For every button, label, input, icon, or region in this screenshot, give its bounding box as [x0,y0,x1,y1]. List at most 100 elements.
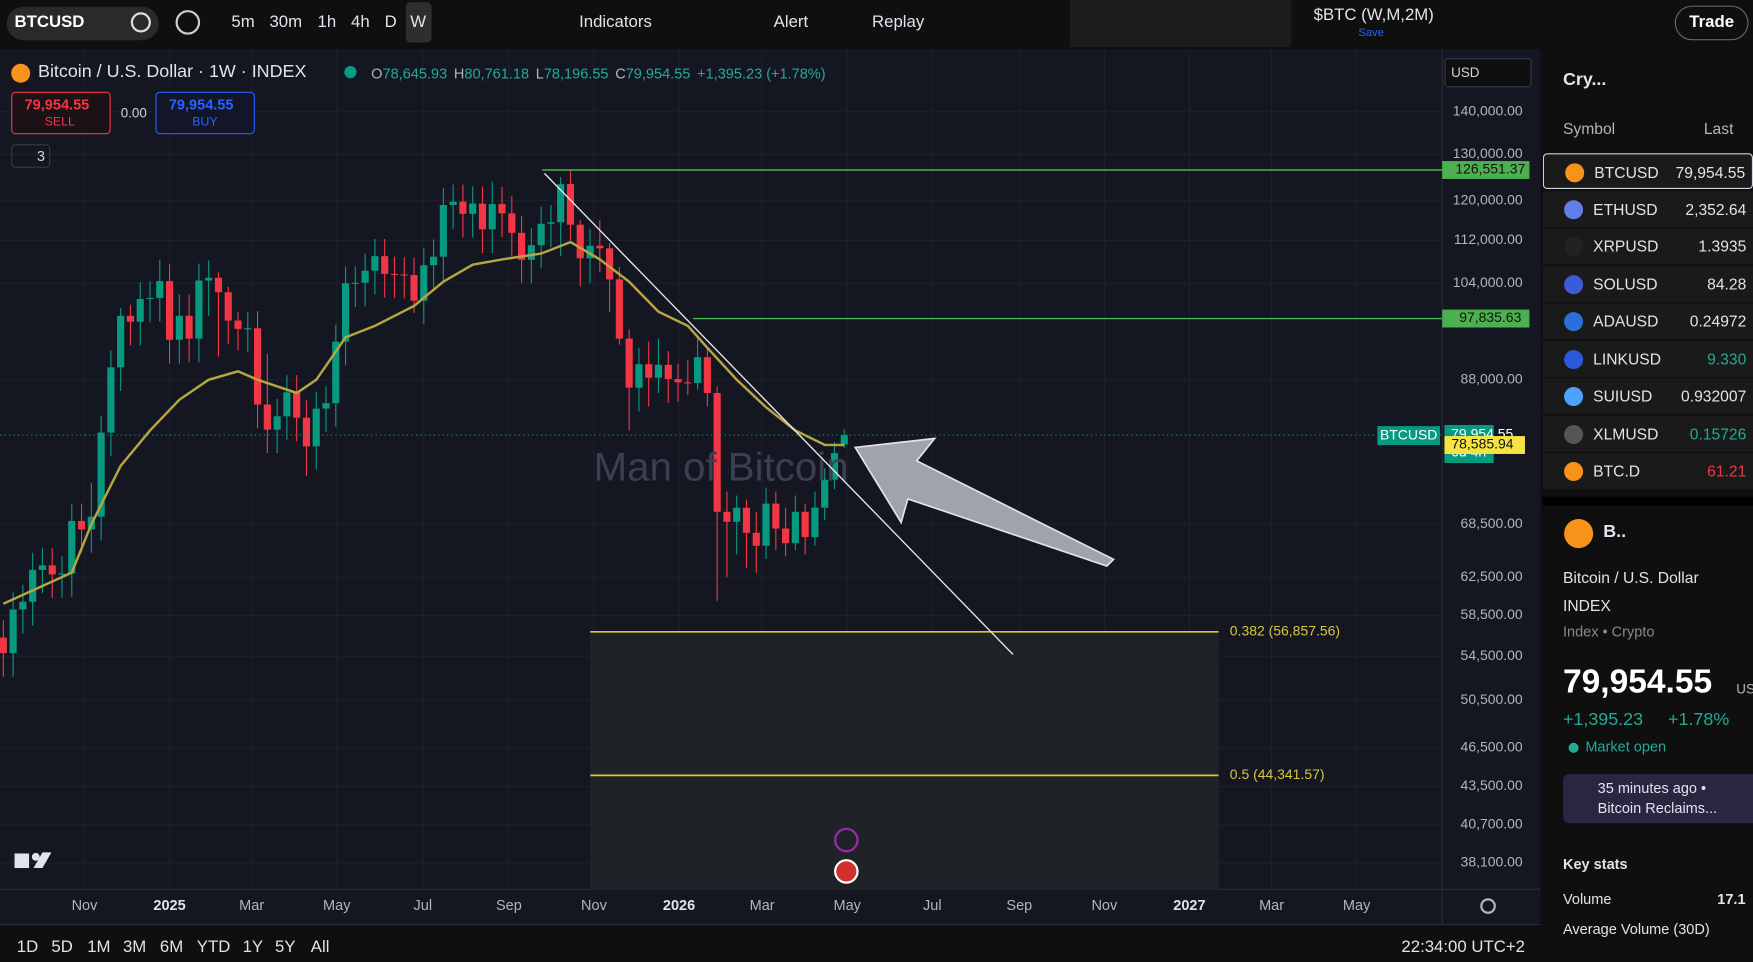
candle-body [283,392,291,417]
watchlist-symbol[interactable]: SUIUSD [1593,387,1653,405]
candle-body [498,204,506,214]
candle-body [449,201,457,206]
interval-button[interactable]: 1h [317,12,337,32]
watchlist-last[interactable]: 1.3935 [1698,237,1747,256]
watchlist-row[interactable]: BTCUSD 79,954.55 [1542,153,1753,190]
watchlist-symbol[interactable]: LINKUSD [1593,349,1661,368]
range-button[interactable]: 6M [159,937,184,957]
interval-button[interactable]: 4h [351,12,370,32]
candle-body [752,532,760,546]
range-button[interactable]: 5Y [275,937,296,957]
candle-body [273,416,281,430]
watchlist-row[interactable]: ETHUSD 2,352.64 [1542,190,1753,228]
symbol-icon[interactable] [130,12,151,33]
sell-box[interactable] [11,91,111,135]
y-tick-label: 38,100.00 [1461,854,1523,870]
watchlist-symbol[interactable]: BTCUSD [1594,163,1659,182]
ohlc-value: 79,954.55 [625,64,691,82]
event-icon[interactable] [834,827,859,853]
x-tick-label: May [323,898,351,914]
watchlist-row[interactable]: ADAUSD 0.24972 [1542,303,1753,341]
watchlist-symbol[interactable]: SOLUSD [1593,274,1658,293]
sell-label[interactable]: SELL [44,115,75,129]
watchlist-last[interactable]: 61.21 [1707,461,1747,480]
x-tick-label: Sep [1006,898,1032,914]
range-button[interactable]: All [310,937,330,957]
candle-body [703,357,711,393]
watchlist-last[interactable]: 2,352.64 [1685,199,1747,218]
watchlist-symbol[interactable]: BTC.D [1593,461,1641,480]
candle-body [293,392,301,418]
coin-icon [1564,519,1594,549]
watchlist-row[interactable]: BTC.D 61.21 [1542,453,1753,490]
watchlist-row[interactable]: SUIUSD 0.932007 [1542,378,1753,416]
watchlist-last[interactable]: 84.28 [1707,274,1747,293]
watchlist-symbol[interactable]: XRPUSD [1593,237,1659,256]
level-label-bg [1442,161,1530,179]
watchlist-row[interactable]: LINKUSD 9.330 [1542,340,1753,378]
save-label[interactable]: Save [1358,26,1384,40]
interval-button[interactable]: W [410,12,427,32]
candle-body [625,338,633,388]
candle-body [244,328,252,330]
interval-button[interactable]: 30m [269,12,303,32]
interval-button[interactable]: D [384,12,397,32]
indicators-button[interactable]: Indicators [579,12,652,32]
range-button[interactable]: 1Y [242,937,264,957]
watchlist-last[interactable]: 0.932007 [1681,387,1747,405]
replay-button[interactable]: Replay [872,12,925,32]
y-tick-label: 140,000.00 [1453,102,1523,118]
interval-button[interactable]: 5m [231,12,255,32]
range-button[interactable]: 5D [51,937,73,957]
news-title[interactable]: Bitcoin Reclaims... [1597,799,1718,817]
volume-label: Volume [1562,890,1612,908]
watchlist-last[interactable]: 79,954.55 [1675,163,1746,182]
x-tick-label: 2025 [153,898,185,914]
watchlist-symbol[interactable]: ETHUSD [1593,199,1658,218]
indicator-count[interactable]: 3 [36,147,45,165]
buy-label[interactable]: BUY [192,115,218,129]
watchlist-symbol[interactable]: XLMUSD [1593,424,1659,443]
ohlc-value: 78,196.55 [543,64,609,82]
indicators-toggle[interactable] [11,144,51,168]
y-tick-label: 68,500.00 [1461,515,1523,531]
range-button[interactable]: YTD [196,937,231,957]
currency[interactable]: USD [1451,64,1480,81]
watchlist-row[interactable]: XLMUSD 0.15726 [1542,415,1753,453]
watchlist-last[interactable]: 0.24972 [1689,312,1747,330]
trade-button[interactable]: Trade [1689,12,1735,32]
sell-price[interactable]: 79,954.55 [24,96,90,113]
x-tick-label: Nov [1091,898,1118,914]
candle-body [29,569,37,602]
ma-label-bg [1444,436,1525,454]
y-tick-label: 40,700.00 [1461,816,1523,832]
settings-icon[interactable] [1480,898,1496,914]
currency-select[interactable] [1444,58,1532,88]
watchlist-title[interactable]: Cry... [1562,70,1607,90]
buy-price[interactable]: 79,954.55 [168,96,234,113]
status-dot [1568,742,1579,753]
layout-name[interactable]: $BTC (W,M,2M) [1313,5,1434,25]
level-label-bg [1442,309,1530,328]
candle-body [557,184,565,223]
watchlist-row[interactable]: SOLUSD 84.28 [1542,265,1753,303]
watchlist-symbol[interactable]: ADAUSD [1593,312,1659,330]
range-button[interactable]: 3M [122,937,147,957]
alert-button[interactable]: Alert [773,12,809,32]
trade-button-bg[interactable] [1674,5,1749,41]
watchlist-last[interactable]: 9.330 [1707,349,1747,368]
range-button[interactable]: 1D [16,937,39,957]
watchlist-last[interactable]: 0.15726 [1689,424,1747,443]
range-button[interactable]: 1M [87,937,111,957]
news-time[interactable]: 35 minutes ago • [1597,779,1707,797]
candle-body [48,565,56,575]
event-icon[interactable] [834,859,859,884]
news-card[interactable] [1562,774,1753,824]
candle-body [107,367,115,433]
watchlist-row[interactable]: XRPUSD 1.3935 [1542,228,1753,266]
symbol[interactable]: BTCUSD [14,12,85,32]
candle-body [566,184,575,225]
add-symbol[interactable] [175,10,201,35]
candle-body [0,637,7,654]
buy-box[interactable] [155,91,255,135]
